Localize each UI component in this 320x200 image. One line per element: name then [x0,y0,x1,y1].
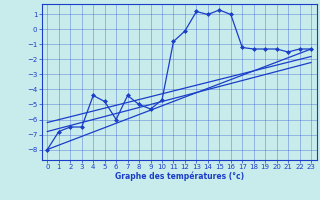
X-axis label: Graphe des températures (°c): Graphe des températures (°c) [115,172,244,181]
